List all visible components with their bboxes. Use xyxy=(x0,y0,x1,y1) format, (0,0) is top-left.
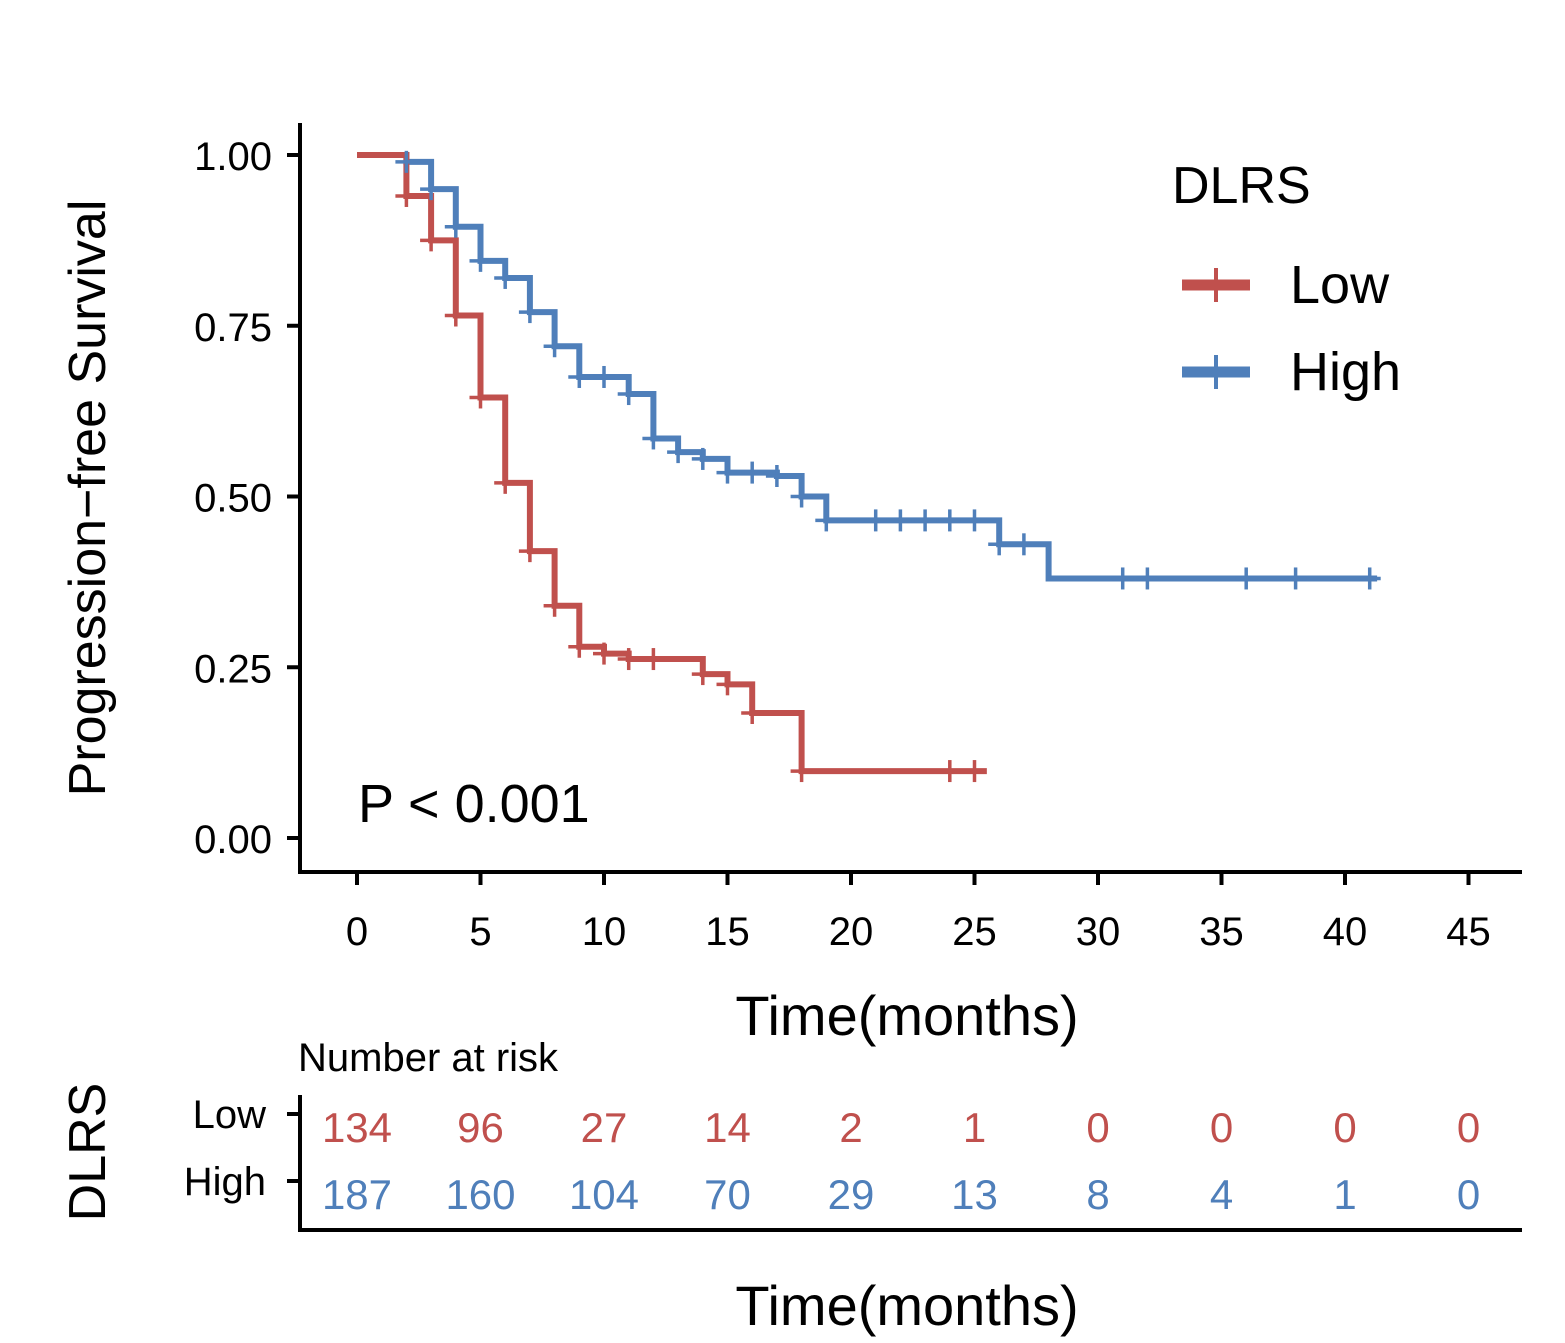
x-ticks: 0 5 10 15 20 25 30 35 40 45 xyxy=(346,872,1491,954)
x-tick-label: 45 xyxy=(1446,910,1491,954)
risk-value-high: 29 xyxy=(828,1171,875,1218)
legend: DLRS Low High xyxy=(1172,157,1401,402)
legend-label-low: Low xyxy=(1290,255,1390,315)
y-tick-label: 1.00 xyxy=(194,135,272,179)
risk-value-low: 134 xyxy=(322,1104,392,1151)
risk-row-labels: Low High xyxy=(184,1093,300,1204)
legend-title: DLRS xyxy=(1172,157,1311,215)
y-tick-label: 0.25 xyxy=(194,647,272,691)
risk-value-low: 27 xyxy=(581,1104,628,1151)
risk-value-high: 13 xyxy=(951,1171,998,1218)
x-tick-label: 10 xyxy=(582,910,627,954)
x-tick-label: 30 xyxy=(1076,910,1121,954)
risk-value-low: 1 xyxy=(963,1104,986,1151)
x-tick-label: 25 xyxy=(952,910,997,954)
risk-table-x-label: Time(months) xyxy=(735,1274,1078,1337)
risk-value-high: 70 xyxy=(704,1171,751,1218)
y-tick-label: 0.50 xyxy=(194,477,272,521)
legend-label-high: High xyxy=(1290,342,1401,402)
risk-value-low: 0 xyxy=(1333,1104,1356,1151)
risk-value-high: 8 xyxy=(1086,1171,1109,1218)
survival-plot: 0.000.250.500.751.00 0 5 10 15 20 25 30 35 40 45 … xyxy=(59,123,1522,1047)
risk-value-low: 0 xyxy=(1086,1104,1109,1151)
risk-value-high: 0 xyxy=(1457,1171,1480,1218)
risk-value-high: 187 xyxy=(322,1171,392,1218)
risk-value-high: 104 xyxy=(569,1171,639,1218)
y-tick-label: 0.75 xyxy=(194,306,272,350)
risk-value-high: 4 xyxy=(1210,1171,1233,1218)
x-axis-label: Time(months) xyxy=(735,984,1078,1047)
x-tick-label: 0 xyxy=(346,910,368,954)
x-tick-label: 15 xyxy=(705,910,750,954)
risk-value-low: 0 xyxy=(1210,1104,1233,1151)
y-tick-label: 0.00 xyxy=(194,818,272,862)
risk-row-label-high: High xyxy=(184,1160,266,1204)
risk-value-low: 2 xyxy=(839,1104,862,1151)
x-tick-label: 40 xyxy=(1323,910,1368,954)
risk-table-title: Number at risk xyxy=(298,1036,559,1080)
y-ticks: 0.00 0.25 0.50 0.75 1.00 xyxy=(194,135,300,862)
km-curves xyxy=(357,152,1378,775)
p-value-annotation: P < 0.001 xyxy=(358,774,590,834)
legend-item-high: High xyxy=(1182,342,1401,402)
risk-row-label-low: Low xyxy=(193,1093,266,1137)
risk-value-low: 96 xyxy=(457,1104,504,1151)
x-tick-label: 5 xyxy=(469,910,491,954)
legend-item-low: Low xyxy=(1182,255,1390,315)
km-curve-low xyxy=(357,152,987,775)
risk-value-low: 14 xyxy=(704,1104,751,1151)
risk-value-high: 1 xyxy=(1333,1171,1356,1218)
risk-value-high: 160 xyxy=(445,1171,515,1218)
x-tick-label: 20 xyxy=(829,910,874,954)
risk-value-low: 0 xyxy=(1457,1104,1480,1151)
x-tick-label: 35 xyxy=(1199,910,1244,954)
risk-table-y-label: DLRS xyxy=(59,1083,117,1222)
risk-values: 134 96 27 14 2 1 0 0 0 0 187 160 104 70 29 13 8 4 1 0 xyxy=(322,1104,1480,1218)
y-axis-label: Progression−free Survival xyxy=(59,200,117,797)
censor-marks xyxy=(395,150,1381,783)
